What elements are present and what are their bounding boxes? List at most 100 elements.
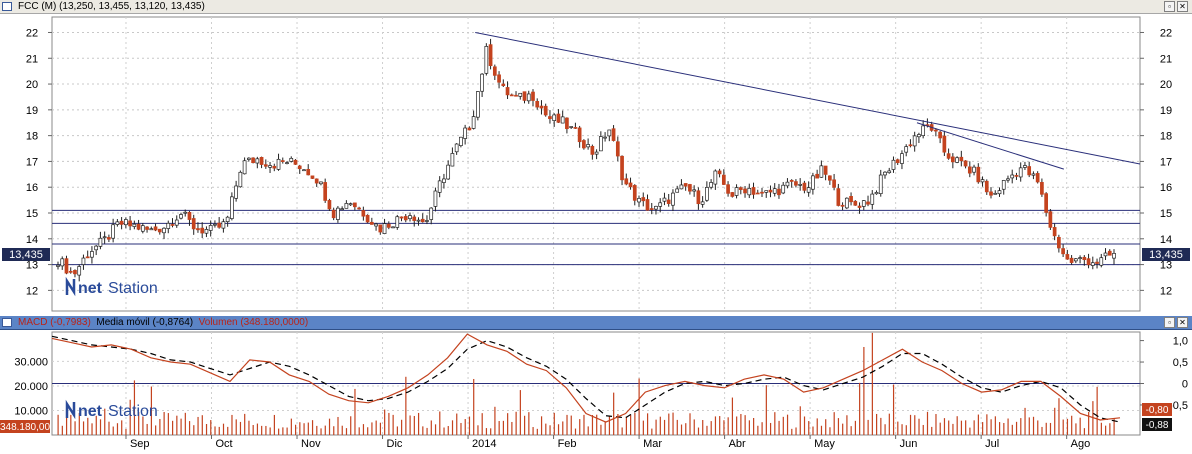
candle-body bbox=[548, 116, 552, 120]
price-plot-area bbox=[51, 16, 1141, 312]
volume-bar bbox=[417, 412, 420, 435]
y-tick-right: 21 bbox=[1160, 53, 1172, 65]
last-price-tag-right bbox=[1142, 248, 1190, 261]
candle-body bbox=[480, 73, 484, 92]
volume-bar bbox=[324, 425, 326, 435]
y-tick-left: 21 bbox=[26, 53, 38, 65]
candle-body bbox=[1065, 254, 1070, 260]
candle-body bbox=[1010, 174, 1015, 179]
candle-body bbox=[81, 257, 86, 265]
volume-bar bbox=[392, 414, 394, 435]
volume-bar bbox=[744, 415, 746, 435]
volume-bar bbox=[430, 420, 432, 435]
candle-body bbox=[683, 183, 688, 187]
candle-body bbox=[348, 203, 353, 206]
candle-body bbox=[997, 190, 1002, 195]
volume-bar bbox=[405, 376, 407, 435]
candle-body bbox=[1006, 178, 1010, 181]
volume-bar bbox=[210, 420, 212, 435]
y-tick-left: 14 bbox=[26, 234, 38, 246]
volume-bar bbox=[1058, 398, 1060, 435]
candle-body bbox=[302, 169, 306, 172]
candle-body bbox=[115, 221, 120, 225]
volume-bar bbox=[57, 414, 59, 435]
volume-bar bbox=[494, 406, 496, 435]
candle-body bbox=[709, 182, 713, 188]
volume-bar bbox=[676, 419, 678, 435]
volume-bar bbox=[91, 423, 93, 435]
volume-bar bbox=[837, 418, 840, 435]
volume-bar bbox=[379, 422, 382, 435]
volume-bar bbox=[108, 421, 110, 435]
volume-bar bbox=[451, 420, 454, 435]
volume-legend: Volumen (348.180,0000) bbox=[198, 317, 309, 328]
candle-body bbox=[565, 117, 569, 130]
candle-body bbox=[310, 175, 315, 179]
volume-bar bbox=[918, 418, 920, 435]
volume-bar bbox=[990, 419, 992, 435]
close-button[interactable]: ✕ bbox=[1177, 1, 1188, 12]
y-tick-left: 18 bbox=[26, 131, 38, 143]
candle-body bbox=[696, 190, 701, 205]
volume-bar bbox=[333, 426, 335, 435]
volume-bar bbox=[74, 421, 76, 435]
volume-bar bbox=[1066, 418, 1069, 435]
volume-bar bbox=[816, 418, 818, 435]
volume-bar bbox=[697, 427, 700, 435]
x-tick-label: Jul bbox=[985, 438, 999, 450]
volume-tick: 30.000 bbox=[14, 356, 48, 368]
candle-body bbox=[569, 126, 574, 128]
candle-body bbox=[1018, 167, 1023, 178]
volume-bar bbox=[897, 421, 899, 435]
candle-body bbox=[255, 158, 260, 164]
candle-body bbox=[442, 178, 446, 183]
volume-bar bbox=[184, 412, 186, 435]
volume-bar bbox=[943, 418, 946, 435]
volume-bar bbox=[87, 417, 89, 435]
price-panel-title: FCC (M) (13,250, 13,455, 13,120, 13,435) bbox=[18, 1, 205, 12]
volume-bar bbox=[986, 414, 988, 435]
volume-bar bbox=[252, 425, 254, 435]
x-tick-label: Feb bbox=[558, 438, 577, 450]
volume-bar bbox=[736, 416, 738, 435]
candle-body bbox=[246, 157, 251, 160]
candle-body bbox=[662, 197, 667, 202]
candle-body bbox=[594, 151, 599, 155]
volume-bar bbox=[282, 427, 284, 435]
candle-body bbox=[857, 205, 862, 208]
candle-body bbox=[107, 237, 111, 240]
volume-bar bbox=[867, 419, 869, 435]
volume-bar bbox=[188, 421, 191, 435]
volume-bar bbox=[1032, 416, 1035, 435]
candle-body bbox=[518, 92, 523, 97]
candle-body bbox=[815, 173, 819, 179]
y-tick-right: 20 bbox=[1160, 79, 1172, 91]
candle-body bbox=[900, 153, 904, 164]
volume-bar bbox=[909, 414, 912, 435]
candle-body bbox=[611, 128, 616, 141]
candle-body bbox=[1112, 253, 1116, 259]
candle-body bbox=[327, 200, 332, 210]
volume-bar bbox=[956, 416, 958, 435]
minimize-button[interactable]: ▫ bbox=[1164, 1, 1175, 12]
candle-body bbox=[306, 168, 311, 176]
volume-bar bbox=[566, 414, 568, 435]
minimize-button[interactable]: ▫ bbox=[1164, 317, 1175, 328]
volume-bar bbox=[871, 332, 873, 435]
candle-body bbox=[149, 228, 154, 231]
volume-bar bbox=[65, 411, 68, 435]
close-button[interactable]: ✕ bbox=[1177, 317, 1188, 328]
volume-bar bbox=[155, 425, 157, 435]
volume-bar bbox=[1045, 422, 1047, 435]
volume-bar bbox=[617, 414, 619, 435]
candle-body bbox=[56, 264, 60, 267]
candle-body bbox=[213, 223, 217, 226]
candle-body bbox=[200, 227, 205, 234]
volume-bar bbox=[532, 427, 534, 435]
volume-bar bbox=[1041, 426, 1043, 435]
candle-body bbox=[145, 226, 149, 230]
volume-bar bbox=[180, 418, 182, 435]
candle-body bbox=[476, 91, 480, 118]
volume-bar bbox=[519, 390, 521, 435]
volume-bar bbox=[1083, 428, 1086, 435]
